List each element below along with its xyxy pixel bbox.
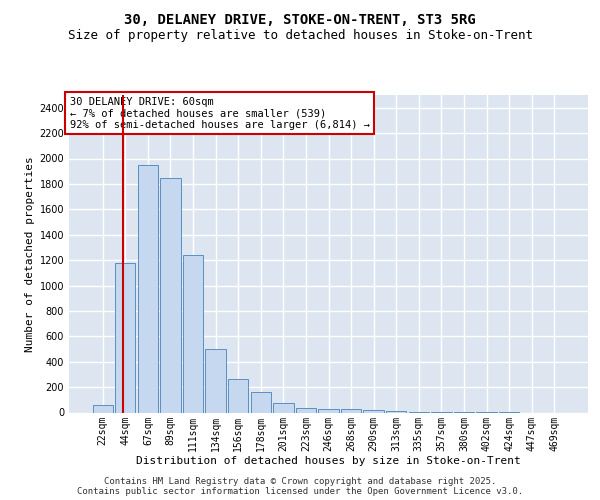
Bar	[183, 255, 203, 412]
Bar	[160, 178, 181, 412]
Bar	[228, 379, 248, 412]
Bar	[296, 408, 316, 412]
Text: 30, DELANEY DRIVE, STOKE-ON-TRENT, ST3 5RG: 30, DELANEY DRIVE, STOKE-ON-TRENT, ST3 5…	[124, 12, 476, 26]
Bar	[251, 392, 271, 412]
Bar	[364, 410, 384, 412]
Bar	[115, 264, 136, 412]
Y-axis label: Number of detached properties: Number of detached properties	[25, 156, 35, 352]
Bar	[341, 410, 361, 412]
Text: Contains HM Land Registry data © Crown copyright and database right 2025.
Contai: Contains HM Land Registry data © Crown c…	[77, 476, 523, 496]
X-axis label: Distribution of detached houses by size in Stoke-on-Trent: Distribution of detached houses by size …	[136, 456, 521, 466]
Text: Size of property relative to detached houses in Stoke-on-Trent: Size of property relative to detached ho…	[67, 29, 533, 42]
Bar	[138, 165, 158, 412]
Bar	[92, 405, 113, 412]
Bar	[319, 408, 338, 412]
Bar	[273, 403, 293, 412]
Bar	[205, 349, 226, 412]
Bar	[386, 411, 406, 412]
Text: 30 DELANEY DRIVE: 60sqm
← 7% of detached houses are smaller (539)
92% of semi-de: 30 DELANEY DRIVE: 60sqm ← 7% of detached…	[70, 96, 370, 130]
